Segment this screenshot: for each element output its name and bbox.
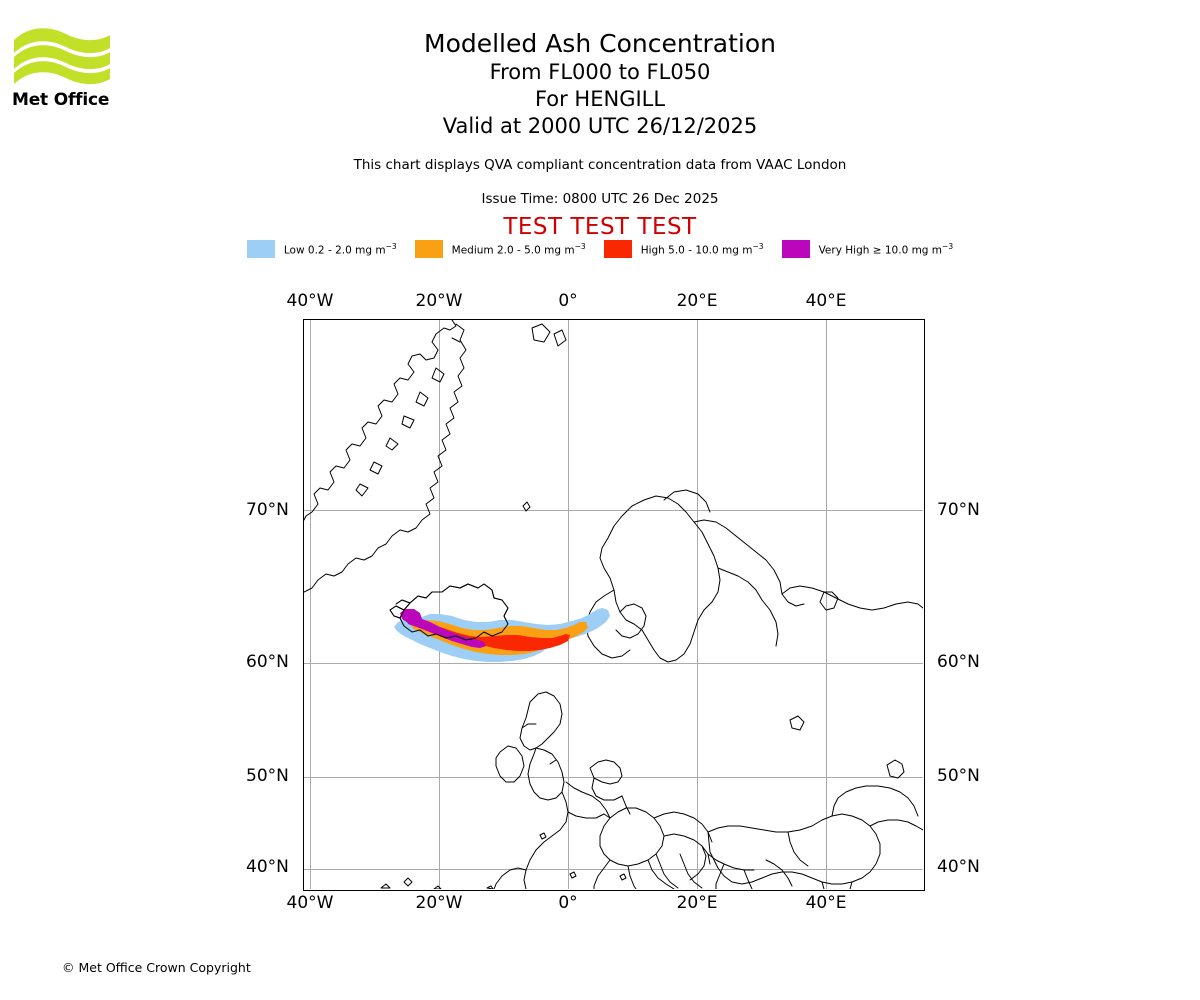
legend-swatch-low — [246, 240, 275, 258]
chart-subnote: This chart displays QVA compliant concen… — [353, 157, 847, 173]
axis-right-label-50n: 50°N — [937, 766, 980, 786]
legend-swatch-very-high — [781, 240, 810, 258]
axis-bottom-label-2: 0° — [558, 893, 578, 913]
axis-left-label-60n: 60°N — [246, 652, 289, 672]
axis-left-label-50n: 50°N — [246, 766, 289, 786]
axis-right-label-40n: 40°N — [937, 857, 980, 877]
plume-contour-high — [412, 623, 570, 651]
brand-name: Met Office — [12, 90, 110, 110]
title-valid-time: Valid at 2000 UTC 26/12/2025 — [442, 114, 758, 138]
axis-bottom-label-0: 40°W — [286, 893, 334, 913]
map-frame — [303, 319, 925, 891]
legend-label-low: Low 0.2 - 2.0 mg m−3 — [283, 241, 397, 257]
title-source-name: For HENGILL — [534, 87, 666, 111]
axis-top-label-1: 20°W — [415, 291, 463, 311]
axis-left-label-70n: 70°N — [246, 500, 289, 520]
concentration-legend: Low 0.2 - 2.0 mg m−3 Medium 2.0 - 5.0 mg… — [0, 240, 1200, 258]
title-flight-levels: From FL000 to FL050 — [489, 60, 711, 84]
plume-contour-very-high — [400, 609, 486, 648]
title-block: Modelled Ash Concentration From FL000 to… — [0, 28, 1200, 140]
test-banner: TEST TEST TEST — [503, 214, 697, 240]
axis-right-label-60n: 60°N — [937, 652, 980, 672]
iceland-coastline-overlay — [389, 583, 509, 641]
legend-label-medium: Medium 2.0 - 5.0 mg m−3 — [451, 241, 586, 257]
met-office-waves-logo — [12, 26, 112, 114]
axis-bottom-label-1: 20°W — [415, 893, 463, 913]
legend-item-medium: Medium 2.0 - 5.0 mg m−3 — [414, 240, 586, 258]
legend-item-very-high: Very High ≥ 10.0 mg m−3 — [781, 240, 954, 258]
copyright-notice: © Met Office Crown Copyright — [62, 960, 251, 975]
legend-swatch-medium — [414, 240, 443, 258]
coastlines — [304, 320, 923, 889]
axis-right-label-70n: 70°N — [937, 500, 980, 520]
axis-left-label-40n: 40°N — [246, 857, 289, 877]
legend-item-high: High 5.0 - 10.0 mg m−3 — [603, 240, 764, 258]
plume-detached-patches — [542, 616, 604, 634]
axis-bottom-label-3: 20°E — [676, 893, 718, 913]
axis-top-label-3: 20°E — [676, 291, 718, 311]
map-canvas — [304, 320, 923, 889]
legend-item-low: Low 0.2 - 2.0 mg m−3 — [246, 240, 397, 258]
page-title: Modelled Ash Concentration — [424, 29, 776, 58]
graticule — [304, 320, 923, 889]
axis-top-label-0: 40°W — [286, 291, 334, 311]
issue-time: Issue Time: 0800 UTC 26 Dec 2025 — [481, 191, 719, 207]
axis-bottom-label-4: 40°E — [805, 893, 847, 913]
legend-label-high: High 5.0 - 10.0 mg m−3 — [640, 241, 764, 257]
legend-label-very-high: Very High ≥ 10.0 mg m−3 — [818, 241, 954, 257]
legend-swatch-high — [603, 240, 632, 258]
axis-top-label-4: 40°E — [805, 291, 847, 311]
ash-concentration-map[interactable] — [303, 319, 925, 891]
axis-top-label-2: 0° — [558, 291, 578, 311]
